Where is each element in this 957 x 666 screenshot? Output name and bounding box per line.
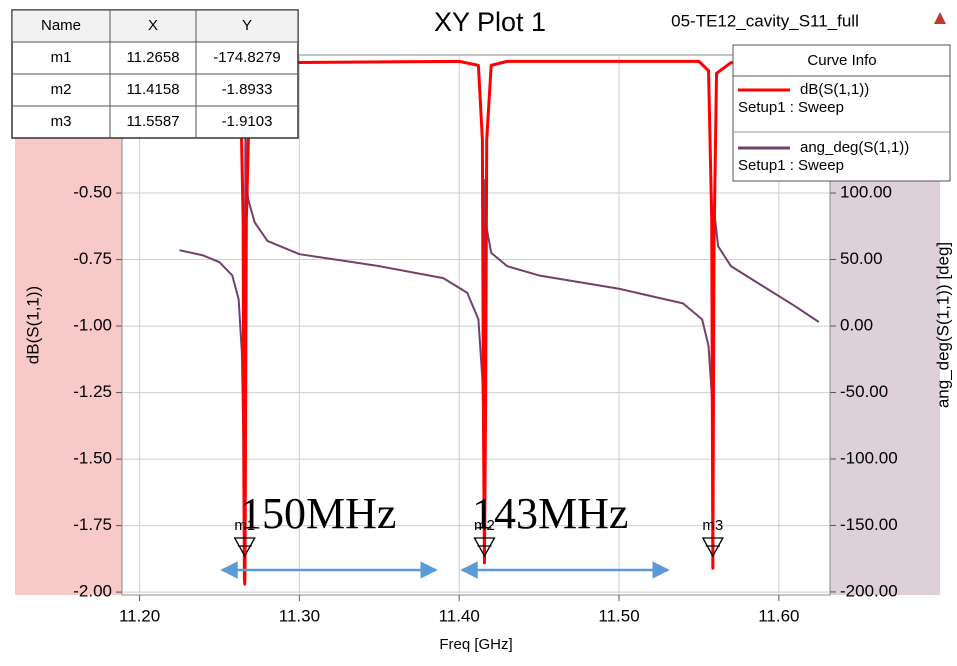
legend-box	[732, 44, 951, 182]
table-cell: m2	[51, 81, 72, 98]
table-header: X	[148, 17, 158, 34]
y-tick-label: -1.25	[73, 382, 112, 401]
legend-title: Curve Info	[807, 52, 876, 69]
x-axis-label: Freq [GHz]	[439, 636, 512, 653]
legend: Curve Info dB(S(1,1))Setup1 : Sweepang_d…	[732, 44, 951, 182]
table-header: Y	[242, 17, 252, 34]
x-tick-label: 11.50	[598, 606, 639, 625]
marker-label: m3	[702, 517, 723, 534]
y-tick-label: -1.50	[73, 449, 112, 468]
table-cell: -174.8279	[213, 49, 281, 66]
x-tick-label: 11.30	[279, 606, 320, 625]
annotation: 150MHz	[240, 489, 396, 538]
marker-label: m2	[474, 517, 495, 534]
y2-tick-label: -50.00	[840, 382, 888, 401]
y2-tick-label: -200.00	[840, 581, 898, 600]
chart-title: XY Plot 1	[434, 7, 546, 37]
annotation: 143MHz	[472, 489, 628, 538]
y-tick-label: -1.00	[73, 316, 112, 335]
marker-triangle	[701, 537, 724, 558]
marker-triangle	[233, 537, 256, 558]
legend-setup: Setup1 : Sweep	[738, 99, 844, 116]
table-cell: 11.5587	[126, 113, 179, 130]
chart-subtitle: 05-TE12_cavity_S11_full	[671, 11, 859, 30]
y-tick-label: -0.75	[73, 249, 112, 268]
legend-label: ang_deg(S(1,1))	[800, 139, 909, 156]
left-axis-band	[15, 55, 122, 595]
app-icon	[934, 12, 946, 24]
table-cell: 11.4158	[126, 81, 179, 98]
marker-triangle	[473, 537, 496, 558]
x-tick-label: 11.60	[758, 606, 799, 625]
markers: m1 m2 m3	[233, 517, 724, 558]
table-header-bg	[11, 9, 299, 43]
curves	[179, 59, 820, 586]
y-tick-label: -2.00	[73, 582, 112, 601]
table-header: Name	[41, 17, 81, 34]
y2-axis-label: ang_deg(S(1,1)) [deg]	[933, 242, 952, 408]
table-cell: 11.2658	[126, 49, 179, 66]
legend-label: dB(S(1,1))	[800, 81, 869, 98]
series-line	[179, 59, 819, 586]
y-axis-label: dB(S(1,1))	[23, 286, 42, 364]
x-tick-label: 11.40	[439, 606, 480, 625]
y2-tick-label: 50.00	[840, 249, 883, 268]
y2-tick-label: 0.00	[840, 315, 873, 334]
y2-tick-label: 100.00	[840, 183, 892, 202]
table-cell: -1.9103	[222, 113, 273, 130]
marker-label: m1	[234, 517, 255, 534]
legend-setup: Setup1 : Sweep	[738, 157, 844, 174]
marker-table: Name X Ym1 11.2658 -174.8279 m2 11.4158 -1.8933…	[11, 9, 299, 139]
table-cell: -1.8933	[222, 81, 273, 98]
table-cell: m1	[51, 49, 72, 66]
y2-tick-label: -100.00	[840, 448, 898, 467]
x-tick-label: 11.20	[119, 606, 160, 625]
y2-tick-label: -150.00	[840, 515, 898, 534]
y-tick-label: -0.50	[73, 183, 112, 202]
table-cell: m3	[51, 113, 72, 130]
y-tick-label: -1.75	[73, 515, 112, 534]
